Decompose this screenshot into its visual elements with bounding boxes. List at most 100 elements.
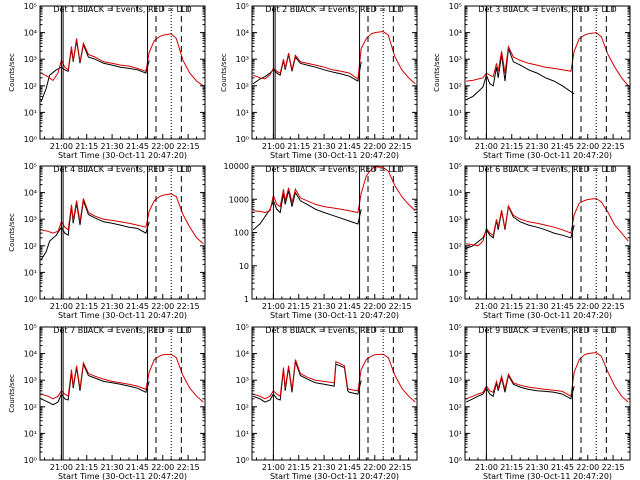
plot-frame bbox=[464, 165, 631, 300]
y-tick-label: 10¹ bbox=[449, 429, 462, 438]
x-axis-label: Start Time (30-Oct-11 20:47:20) bbox=[483, 151, 612, 160]
y-tick-label: 10⁰ bbox=[24, 295, 37, 304]
x-tick-label: 21:30 bbox=[101, 302, 124, 311]
lld-series-line bbox=[465, 351, 629, 403]
y-tick-label: 10⁴ bbox=[24, 350, 37, 359]
x-tick-label: 22:00 bbox=[576, 463, 599, 472]
events-series-line bbox=[40, 40, 150, 102]
x-tick-label: 22:00 bbox=[576, 142, 599, 151]
y-tick-label: 10² bbox=[24, 82, 37, 91]
panel-title: Det 7 BLACK = Events, RED = LLD bbox=[53, 326, 191, 335]
events-series-line bbox=[465, 374, 575, 403]
x-axis-label: Start Time (30-Oct-11 20:47:20) bbox=[270, 311, 399, 320]
panel-title: Det 6 BLACK = Events, RED = LLD bbox=[478, 165, 616, 174]
x-axis-label: Start Time (30-Oct-11 20:47:20) bbox=[483, 311, 612, 320]
x-tick-label: 21:15 bbox=[500, 463, 523, 472]
x-tick-label: 21:30 bbox=[313, 302, 336, 311]
plot-frame bbox=[251, 165, 418, 300]
events-series-line bbox=[40, 362, 150, 406]
x-tick-label: 21:45 bbox=[338, 142, 361, 151]
x-tick-label: 21:15 bbox=[287, 463, 310, 472]
y-tick-label: 10⁴ bbox=[236, 29, 249, 38]
x-tick-label: 22:15 bbox=[602, 142, 625, 151]
x-tick-label: 21:15 bbox=[287, 302, 310, 311]
y-tick-label: 10⁵ bbox=[449, 2, 462, 11]
y-tick-label: 10³ bbox=[236, 376, 249, 385]
plot-frame bbox=[251, 326, 418, 461]
y-tick-label: 10⁰ bbox=[236, 135, 249, 144]
y-tick-label: 10³ bbox=[449, 55, 462, 64]
x-tick-label: 21:00 bbox=[475, 142, 498, 151]
lld-series-line bbox=[466, 197, 629, 247]
x-tick-label: 21:15 bbox=[75, 302, 98, 311]
x-tick-label: 22:15 bbox=[177, 302, 200, 311]
y-tick-label: 100 bbox=[234, 229, 249, 238]
y-tick-label: 1000 bbox=[229, 195, 249, 204]
y-tick-label: 10² bbox=[24, 242, 37, 251]
lld-series-line bbox=[40, 193, 204, 245]
panel-title: Det 3 BLACK = Events, RED = LLD bbox=[478, 5, 616, 14]
y-axis-label: Counts/sec bbox=[433, 53, 441, 92]
panel-title: Det 1 BLACK = Events, RED = LLD bbox=[53, 5, 191, 14]
x-tick-label: 21:30 bbox=[526, 142, 549, 151]
y-axis-label: Counts/sec bbox=[8, 213, 16, 252]
y-tick-label: 10¹ bbox=[236, 108, 249, 117]
plot-frame bbox=[464, 5, 631, 140]
plot-frame bbox=[39, 165, 206, 300]
y-tick-label: 10⁵ bbox=[236, 323, 249, 332]
y-tick-label: 10⁵ bbox=[449, 323, 462, 332]
lld-series-line bbox=[253, 166, 416, 214]
panel-title: Det 8 BLACK = Events, RED = LLD bbox=[265, 326, 403, 335]
x-tick-label: 22:00 bbox=[363, 142, 386, 151]
y-tick-label: 10² bbox=[449, 403, 462, 412]
y-tick-label: 10⁴ bbox=[24, 29, 37, 38]
x-axis-label: Start Time (30-Oct-11 20:47:20) bbox=[58, 472, 187, 480]
y-tick-label: 10² bbox=[236, 403, 249, 412]
y-tick-label: 10000 bbox=[224, 162, 249, 171]
x-tick-label: 21:15 bbox=[287, 142, 310, 151]
y-tick-label: 10³ bbox=[24, 55, 37, 64]
x-tick-label: 21:45 bbox=[126, 142, 149, 151]
y-axis-label: Counts/sec bbox=[8, 53, 16, 92]
x-tick-label: 21:30 bbox=[313, 463, 336, 472]
x-tick-label: 21:45 bbox=[551, 142, 574, 151]
lld-series-line bbox=[466, 32, 629, 87]
y-tick-label: 10² bbox=[449, 242, 462, 251]
x-tick-label: 22:00 bbox=[151, 142, 174, 151]
x-tick-label: 22:00 bbox=[151, 463, 174, 472]
y-tick-label: 10⁰ bbox=[449, 135, 462, 144]
y-tick-label: 10³ bbox=[24, 376, 37, 385]
panel-title: Det 2 BLACK = Events, RED = LLD bbox=[265, 5, 403, 14]
y-tick-label: 10⁴ bbox=[449, 189, 462, 198]
y-tick-label: 10⁵ bbox=[24, 2, 37, 11]
x-tick-label: 21:30 bbox=[526, 463, 549, 472]
y-tick-label: 10¹ bbox=[24, 429, 37, 438]
y-tick-label: 10⁴ bbox=[449, 350, 462, 359]
x-axis-label: Start Time (30-Oct-11 20:47:20) bbox=[270, 472, 399, 480]
x-tick-label: 22:15 bbox=[389, 463, 412, 472]
events-series-line bbox=[252, 54, 362, 85]
x-tick-label: 22:00 bbox=[363, 302, 386, 311]
y-tick-label: 10³ bbox=[236, 55, 249, 64]
x-tick-label: 21:00 bbox=[475, 302, 498, 311]
y-tick-label: 10² bbox=[236, 82, 249, 91]
x-tick-label: 22:15 bbox=[389, 142, 412, 151]
x-tick-label: 22:00 bbox=[576, 302, 599, 311]
plot-frame bbox=[39, 326, 206, 461]
x-tick-label: 22:15 bbox=[177, 463, 200, 472]
x-tick-label: 21:45 bbox=[338, 302, 361, 311]
plot-frame bbox=[464, 326, 631, 461]
plot-frame bbox=[39, 5, 206, 140]
x-tick-label: 21:15 bbox=[75, 463, 98, 472]
panel-title: Det 9 BLACK = Events, RED = LLD bbox=[478, 326, 616, 335]
x-tick-label: 21:45 bbox=[551, 302, 574, 311]
y-tick-label: 10² bbox=[24, 403, 37, 412]
y-tick-label: 1 bbox=[244, 295, 249, 304]
